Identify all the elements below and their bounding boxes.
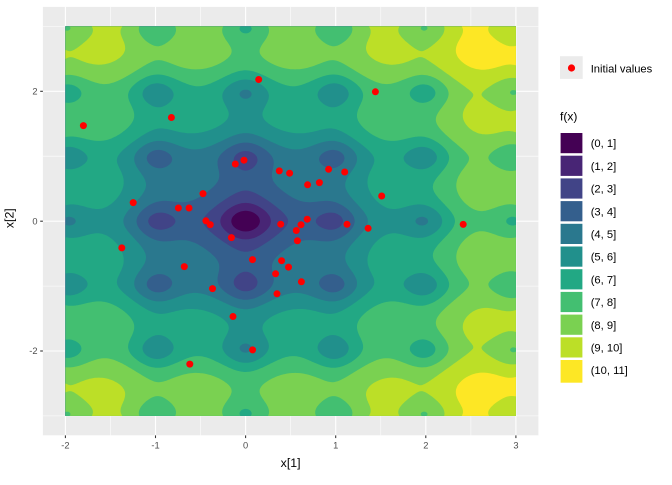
svg-text:-1: -1 <box>151 440 159 450</box>
svg-text:-2: -2 <box>29 346 37 356</box>
svg-text:f(x): f(x) <box>560 109 577 123</box>
svg-text:(7, 8]: (7, 8] <box>591 297 617 309</box>
svg-text:3: 3 <box>513 440 518 450</box>
svg-text:(6, 7]: (6, 7] <box>591 274 617 286</box>
svg-text:(1, 2]: (1, 2] <box>591 161 617 173</box>
svg-text:Initial values: Initial values <box>591 63 653 75</box>
svg-text:2: 2 <box>423 440 428 450</box>
svg-text:x[1]: x[1] <box>281 456 301 470</box>
svg-text:(2, 3]: (2, 3] <box>591 184 617 196</box>
svg-text:-2: -2 <box>61 440 69 450</box>
svg-text:1: 1 <box>333 440 338 450</box>
svg-text:(8, 9]: (8, 9] <box>591 320 617 332</box>
svg-text:(9, 10]: (9, 10] <box>591 343 623 355</box>
svg-text:(4, 5]: (4, 5] <box>591 229 617 241</box>
svg-text:0: 0 <box>243 440 248 450</box>
svg-text:(3, 4]: (3, 4] <box>591 206 617 218</box>
svg-text:(0, 1]: (0, 1] <box>591 138 617 150</box>
svg-text:(10, 11]: (10, 11] <box>591 365 628 377</box>
svg-text:0: 0 <box>32 216 37 226</box>
svg-text:2: 2 <box>32 87 37 97</box>
svg-text:x[2]: x[2] <box>3 208 17 228</box>
svg-text:(5, 6]: (5, 6] <box>591 252 617 264</box>
